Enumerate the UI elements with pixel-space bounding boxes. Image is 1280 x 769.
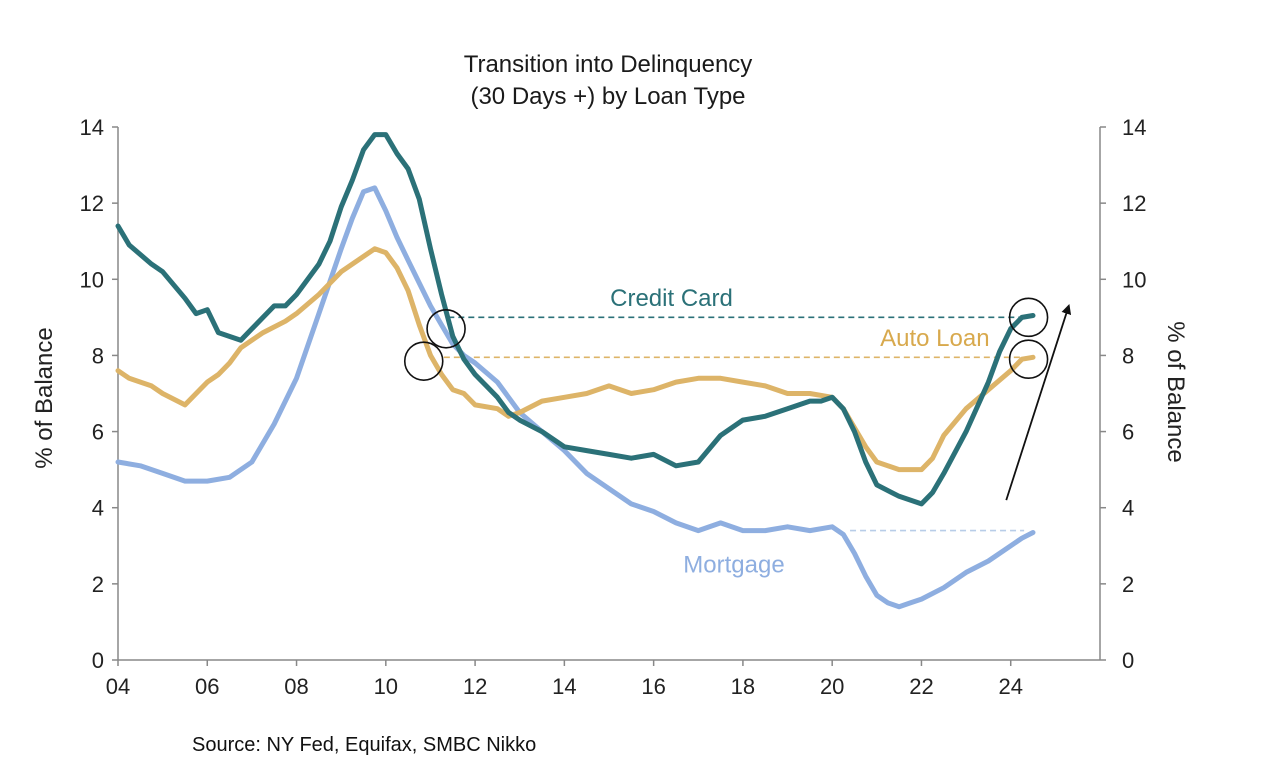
- series-lines: [115, 132, 1036, 610]
- left-y-tick-label: 10: [80, 267, 104, 292]
- left-y-tick-label: 0: [92, 648, 104, 673]
- mortgage-line: [115, 185, 1036, 610]
- x-tick-label: 08: [284, 674, 308, 699]
- left-y-tick-label: 8: [92, 343, 104, 368]
- highlight-circle: [1008, 297, 1049, 338]
- right-y-ticks: 0 2 4 6 8 10 12 14: [1100, 115, 1146, 673]
- right-y-tick-label: 10: [1122, 267, 1146, 292]
- highlight-circle: [1008, 339, 1049, 380]
- x-tick-label: 14: [552, 674, 576, 699]
- x-tick-label: 06: [195, 674, 219, 699]
- left-y-tick-label: 6: [92, 420, 104, 445]
- reference-lines: [443, 316, 1025, 532]
- x-tick-label: 12: [463, 674, 487, 699]
- x-tick-label: 20: [820, 674, 844, 699]
- x-tick-label: 10: [374, 674, 398, 699]
- left-y-tick-label: 4: [92, 496, 104, 521]
- annotations: [403, 297, 1072, 501]
- left-y-tick-label: 12: [80, 191, 104, 216]
- x-tick-label: 18: [731, 674, 755, 699]
- source-note: Source: NY Fed, Equifax, SMBC Nikko: [192, 734, 536, 756]
- right-y-tick-label: 2: [1122, 572, 1134, 597]
- x-tick-label: 24: [998, 674, 1022, 699]
- auto-loan-label: Auto Loan: [880, 325, 989, 352]
- trend-arrow: [1005, 304, 1072, 501]
- highlight-circle: [426, 308, 466, 349]
- right-y-tick-label: 8: [1122, 343, 1134, 368]
- left-y-ticks: 0 2 4 6 8 10 12 14: [80, 115, 118, 673]
- x-tick-label: 04: [106, 674, 130, 699]
- left-y-axis-label: % of Balance: [31, 327, 58, 468]
- highlight-circle: [403, 341, 444, 381]
- series-labels: Credit Card Auto Loan Mortgage: [610, 285, 989, 579]
- right-y-tick-label: 12: [1122, 191, 1146, 216]
- x-ticks: 04 06 08 10 12 14 16 18 20 22 24: [106, 660, 1023, 699]
- mortgage-label: Mortgage: [683, 551, 784, 578]
- x-tick-label: 22: [909, 674, 933, 699]
- credit-card-line: [115, 132, 1036, 507]
- left-y-tick-label: 14: [80, 115, 104, 140]
- left-y-tick-label: 2: [92, 572, 104, 597]
- credit-card-label: Credit Card: [610, 285, 733, 312]
- right-y-axis-label: % of Balance: [1162, 321, 1189, 462]
- right-y-tick-label: 14: [1122, 115, 1146, 140]
- x-tick-label: 16: [641, 674, 665, 699]
- plot-axes: [117, 127, 1101, 661]
- chart-title-line-1: Transition into Delinquency: [464, 51, 753, 78]
- chart-title-line-2: (30 Days +) by Loan Type: [470, 83, 745, 110]
- right-y-tick-label: 6: [1122, 420, 1134, 445]
- right-y-tick-label: 4: [1122, 496, 1134, 521]
- auto-loan-line: [115, 246, 1036, 473]
- right-y-tick-label: 0: [1122, 648, 1134, 673]
